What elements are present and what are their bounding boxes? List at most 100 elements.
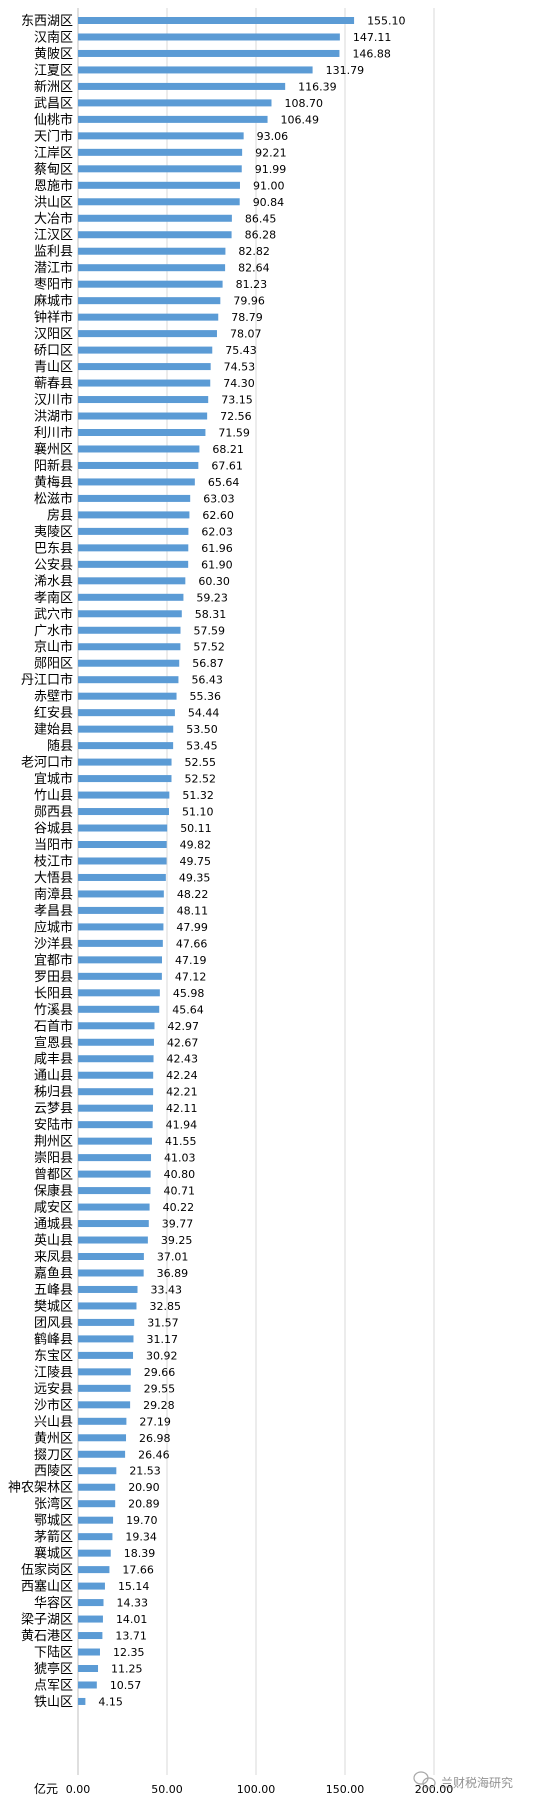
category-label: 广水市 — [34, 623, 73, 639]
value-label: 48.11 — [177, 904, 209, 917]
category-label: 宣恩县 — [34, 1035, 73, 1051]
value-label: 146.88 — [352, 47, 391, 60]
category-label: 钟祥市 — [34, 310, 73, 326]
value-label: 131.79 — [326, 64, 365, 77]
value-label: 75.43 — [225, 344, 256, 357]
category-label: 英山县 — [34, 1234, 73, 1249]
category-label: 竹溪县 — [34, 1003, 73, 1018]
value-label: 29.66 — [144, 1366, 176, 1379]
bar — [78, 1318, 135, 1326]
value-label: 52.55 — [185, 756, 217, 769]
value-label: 53.50 — [186, 723, 218, 736]
bar — [78, 775, 172, 783]
category-label: 咸安区 — [34, 1201, 73, 1216]
bar — [78, 461, 199, 469]
value-label: 50.11 — [180, 822, 212, 835]
category-label: 枣阳市 — [34, 277, 73, 293]
value-label: 26.46 — [138, 1448, 170, 1461]
bar — [78, 1500, 116, 1508]
category-label: 下陆区 — [34, 1645, 73, 1661]
bar — [78, 494, 191, 502]
bar — [78, 396, 209, 404]
bar — [78, 742, 174, 750]
value-label: 19.70 — [126, 1514, 158, 1527]
bar — [78, 280, 223, 288]
category-label: 天门市 — [34, 128, 73, 144]
bar — [78, 939, 163, 947]
category-label: 孝昌县 — [34, 904, 73, 919]
bar — [78, 1253, 144, 1260]
x-tick-label: 100.00 — [237, 1783, 276, 1796]
category-label: 宜城市 — [34, 771, 73, 787]
bar — [78, 1648, 100, 1656]
bar — [78, 610, 182, 618]
value-label: 82.82 — [238, 245, 270, 258]
bar — [78, 214, 232, 222]
value-label: 51.10 — [182, 806, 214, 819]
bar — [78, 692, 177, 700]
value-label: 27.19 — [139, 1415, 171, 1428]
bar — [78, 758, 172, 766]
bar — [78, 1220, 149, 1228]
watermark: 兰财税海研究 — [413, 1771, 513, 1790]
value-label: 17.66 — [122, 1564, 154, 1577]
category-label: 新洲区 — [34, 79, 73, 95]
bar — [78, 1137, 152, 1145]
category-label: 当阳市 — [34, 837, 73, 853]
value-label: 74.53 — [224, 361, 256, 374]
bar — [78, 297, 221, 305]
bar — [78, 923, 164, 931]
category-label: 老河口市 — [21, 755, 73, 771]
category-label: 张湾区 — [34, 1496, 73, 1512]
category-label: 秭归县 — [34, 1085, 73, 1100]
value-label: 14.01 — [116, 1613, 148, 1626]
category-label: 浠水县 — [34, 574, 73, 589]
value-label: 54.44 — [188, 707, 220, 720]
value-label: 62.03 — [201, 525, 233, 538]
category-label: 江岸区 — [34, 146, 73, 161]
value-label: 47.19 — [175, 954, 207, 967]
value-label: 40.71 — [163, 1185, 195, 1198]
category-label: 沙市区 — [34, 1397, 73, 1413]
category-label: 来凤县 — [34, 1250, 73, 1265]
bar — [78, 1038, 154, 1046]
value-label: 49.75 — [180, 855, 212, 868]
bar — [78, 231, 232, 239]
category-label: 京山市 — [34, 639, 73, 655]
bar — [78, 379, 211, 387]
value-label: 65.64 — [208, 476, 240, 489]
category-label: 汉阳区 — [34, 327, 73, 342]
bar — [78, 1368, 131, 1376]
category-label: 巴东县 — [34, 541, 73, 556]
category-label: 枝江市 — [34, 853, 73, 869]
value-label: 91.00 — [253, 179, 284, 192]
bar — [78, 1285, 138, 1293]
value-label: 68.21 — [212, 443, 244, 456]
value-label: 91.99 — [255, 163, 286, 176]
category-label: 铁山区 — [34, 1695, 73, 1710]
value-label: 72.56 — [220, 410, 252, 423]
category-label: 点军区 — [34, 1678, 73, 1693]
bar — [78, 99, 272, 107]
category-label: 武昌区 — [34, 96, 73, 111]
value-label: 51.32 — [182, 789, 214, 802]
bar — [78, 511, 190, 519]
bar — [78, 1269, 144, 1277]
category-label: 华容区 — [34, 1595, 73, 1611]
bar — [78, 906, 164, 914]
bar — [78, 1483, 116, 1491]
value-label: 11.25 — [111, 1663, 142, 1676]
value-label: 42.43 — [167, 1053, 199, 1066]
category-label: 黄州区 — [34, 1431, 73, 1446]
bar — [78, 1417, 127, 1425]
bar — [78, 725, 174, 733]
category-label: 嘉鱼县 — [34, 1265, 73, 1281]
bar — [78, 1450, 126, 1458]
x-tick-label: 150.00 — [326, 1783, 365, 1796]
bar — [78, 33, 340, 41]
value-label: 90.84 — [253, 196, 284, 209]
bar — [78, 264, 226, 272]
value-label: 19.34 — [125, 1531, 157, 1544]
bar — [78, 709, 175, 717]
bar — [78, 527, 189, 535]
